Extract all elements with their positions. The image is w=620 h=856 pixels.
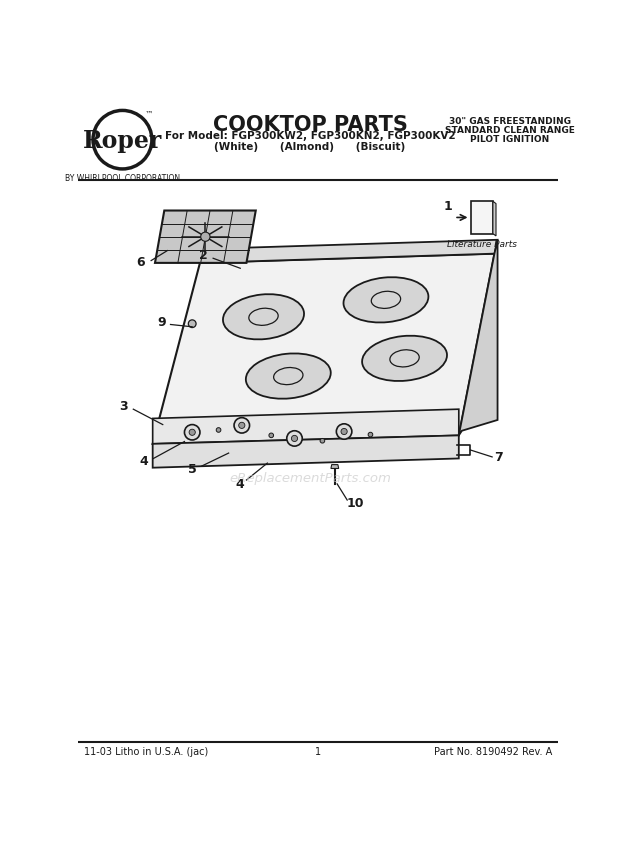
Circle shape (234, 418, 249, 433)
Text: 10: 10 (346, 496, 364, 509)
Ellipse shape (343, 277, 428, 323)
Circle shape (185, 425, 200, 440)
Polygon shape (153, 436, 459, 467)
Circle shape (239, 422, 245, 429)
Ellipse shape (223, 294, 304, 339)
Circle shape (189, 429, 195, 436)
Polygon shape (331, 465, 339, 468)
Circle shape (320, 438, 325, 443)
Text: BY WHIRLPOOL CORPORATION: BY WHIRLPOOL CORPORATION (65, 175, 180, 183)
Text: 4: 4 (140, 455, 149, 468)
Ellipse shape (362, 336, 447, 381)
Text: ™: ™ (144, 110, 153, 119)
Text: Part No. 8190492 Rev. A: Part No. 8190492 Rev. A (433, 746, 552, 757)
Text: 30" GAS FREESTANDING: 30" GAS FREESTANDING (449, 116, 571, 126)
Text: Roper: Roper (83, 129, 162, 153)
Circle shape (291, 436, 298, 442)
Circle shape (216, 428, 221, 432)
Text: 11-03 Litho in U.S.A. (jac): 11-03 Litho in U.S.A. (jac) (84, 746, 208, 757)
Polygon shape (153, 253, 495, 443)
Text: (White)      (Almond)      (Biscuit): (White) (Almond) (Biscuit) (215, 142, 405, 152)
Bar (471, 201, 493, 234)
Text: PILOT IGNITION: PILOT IGNITION (471, 135, 549, 144)
Text: 5: 5 (188, 463, 197, 476)
Text: COOKTOP PARTS: COOKTOP PARTS (213, 115, 407, 135)
Text: 6: 6 (137, 257, 145, 270)
Text: 7: 7 (494, 451, 503, 464)
Circle shape (368, 432, 373, 437)
Polygon shape (459, 240, 497, 436)
Text: 4: 4 (236, 479, 245, 491)
Text: For Model: FGP300KW2, FGP300KN2, FGP300KV2: For Model: FGP300KW2, FGP300KN2, FGP300K… (165, 131, 455, 141)
Text: 9: 9 (157, 316, 166, 329)
Text: 3: 3 (120, 400, 128, 413)
Polygon shape (200, 240, 497, 263)
Circle shape (341, 429, 347, 435)
Circle shape (201, 232, 210, 241)
Polygon shape (493, 201, 496, 236)
Polygon shape (155, 211, 255, 263)
Text: 1: 1 (315, 746, 321, 757)
Circle shape (286, 431, 303, 446)
Text: Literature Parts: Literature Parts (447, 240, 517, 249)
Text: eReplacementParts.com: eReplacementParts.com (229, 472, 391, 485)
Text: 1: 1 (443, 200, 453, 213)
Ellipse shape (246, 354, 330, 399)
Text: 2: 2 (198, 249, 208, 263)
Circle shape (336, 424, 352, 439)
Circle shape (269, 433, 273, 437)
Polygon shape (153, 409, 459, 443)
Text: STANDARD CLEAN RANGE: STANDARD CLEAN RANGE (445, 126, 575, 135)
Circle shape (188, 320, 196, 328)
